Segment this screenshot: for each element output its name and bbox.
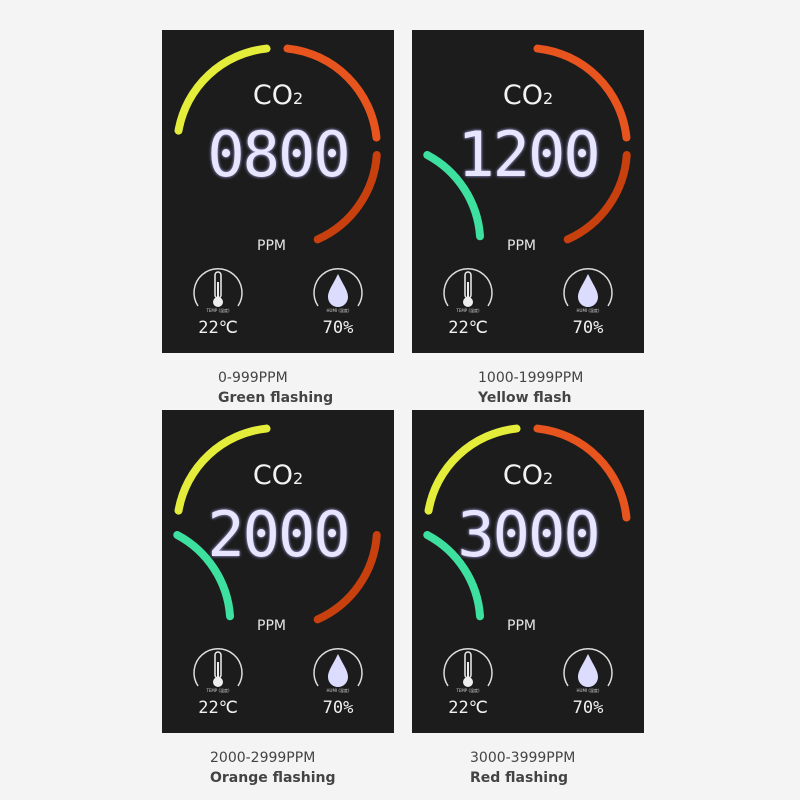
- co2-display-panel: CO2 2000 PPM TEMP (温度) 22℃ HUMI (湿度) 70%: [162, 410, 394, 733]
- temperature-value: 22℃: [198, 698, 238, 718]
- temp-label: TEMP (温度): [456, 688, 480, 693]
- alert-mode: Yellow flash: [478, 390, 572, 406]
- humi-label: HUMI (湿度): [326, 308, 350, 313]
- humidity-value: 70%: [572, 698, 604, 718]
- thermometer-icon: [190, 262, 246, 318]
- alert-mode: Green flashing: [218, 390, 334, 406]
- co2-label: CO2: [502, 80, 554, 111]
- temp-label: TEMP (温度): [456, 308, 480, 313]
- co2-display-panel: CO2 1200 PPM TEMP (温度) 22℃ HUMI (湿度) 70%: [412, 30, 644, 353]
- humi-label: HUMI (湿度): [576, 688, 600, 693]
- gauge-arc-yellow: [424, 424, 521, 515]
- humi-label: HUMI (湿度): [576, 308, 600, 313]
- gauge-arc-green: [423, 150, 485, 241]
- gauge-arc-green: [423, 530, 485, 621]
- co2-display-panel: CO2 0800 PPM TEMP (温度) 22℃ HUMI (湿度) 70%: [162, 30, 394, 353]
- gauge-arc-red: [563, 150, 631, 244]
- co2-reading: 0800: [207, 118, 350, 191]
- ppm-range: 2000-2999PPM: [210, 750, 316, 766]
- range-caption: 1000-1999PPM Yellow flash: [478, 368, 583, 408]
- gauge-arc-green: [173, 530, 235, 621]
- co2-label: CO2: [252, 80, 304, 111]
- water-drop-icon: [560, 262, 616, 318]
- humidity-value: 70%: [322, 318, 354, 338]
- co2-label: CO2: [502, 460, 554, 491]
- unit-label: PPM: [257, 238, 286, 254]
- co2-reading: 3000: [457, 498, 600, 571]
- range-caption: 0-999PPM Green flashing: [218, 368, 333, 408]
- ppm-range: 0-999PPM: [218, 370, 288, 386]
- thermometer-icon: [440, 262, 496, 318]
- humidity-value: 70%: [572, 318, 604, 338]
- temperature-value: 22℃: [448, 698, 488, 718]
- thermometer-icon: [190, 642, 246, 698]
- gauge-arc-yellow: [174, 424, 271, 515]
- co2-reading: 1200: [457, 118, 600, 191]
- gauge-arc-red: [313, 530, 381, 624]
- gauge-arc-orange: [283, 44, 381, 142]
- co2-reading: 2000: [207, 498, 350, 571]
- unit-label: PPM: [507, 238, 536, 254]
- gauge-arc-yellow: [174, 44, 271, 135]
- range-caption: 3000-3999PPM Red flashing: [470, 748, 575, 788]
- humi-label: HUMI (湿度): [326, 688, 350, 693]
- unit-label: PPM: [257, 618, 286, 634]
- temperature-value: 22℃: [198, 318, 238, 338]
- co2-label: CO2: [252, 460, 304, 491]
- unit-label: PPM: [507, 618, 536, 634]
- humidity-value: 70%: [322, 698, 354, 718]
- ppm-range: 1000-1999PPM: [478, 370, 584, 386]
- co2-display-panel: CO2 3000 PPM TEMP (温度) 22℃ HUMI (湿度) 70%: [412, 410, 644, 733]
- water-drop-icon: [560, 642, 616, 698]
- ppm-range: 3000-3999PPM: [470, 750, 576, 766]
- gauge-arc-orange: [533, 44, 631, 142]
- water-drop-icon: [310, 262, 366, 318]
- alert-mode: Red flashing: [470, 770, 569, 786]
- alert-mode: Orange flashing: [210, 770, 336, 786]
- thermometer-icon: [440, 642, 496, 698]
- temp-label: TEMP (温度): [206, 688, 230, 693]
- temperature-value: 22℃: [448, 318, 488, 338]
- temp-label: TEMP (温度): [206, 308, 230, 313]
- range-caption: 2000-2999PPM Orange flashing: [210, 748, 336, 788]
- water-drop-icon: [310, 642, 366, 698]
- gauge-arc-orange: [533, 424, 631, 522]
- gauge-arc-red: [313, 150, 381, 244]
